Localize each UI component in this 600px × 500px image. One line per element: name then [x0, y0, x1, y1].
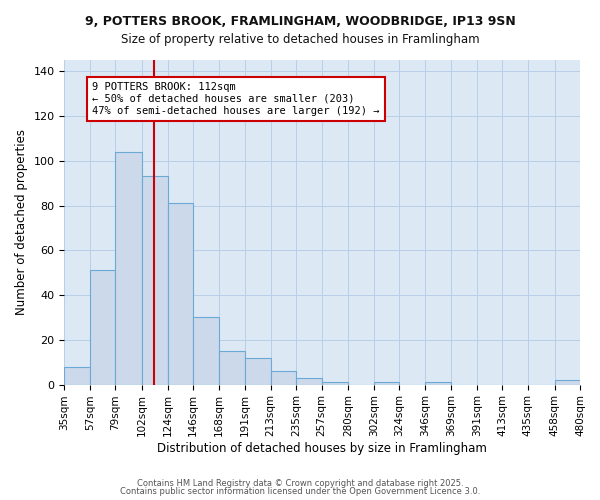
Bar	[167, 204, 193, 384]
Text: Contains HM Land Registry data © Crown copyright and database right 2025.: Contains HM Land Registry data © Crown c…	[137, 478, 463, 488]
Bar	[374, 382, 399, 384]
Bar	[115, 152, 142, 384]
Bar	[245, 358, 271, 384]
Text: Contains public sector information licensed under the Open Government Licence 3.: Contains public sector information licen…	[120, 487, 480, 496]
Bar	[271, 371, 296, 384]
Bar	[322, 382, 348, 384]
Bar	[554, 380, 580, 384]
Text: 9, POTTERS BROOK, FRAMLINGHAM, WOODBRIDGE, IP13 9SN: 9, POTTERS BROOK, FRAMLINGHAM, WOODBRIDG…	[85, 15, 515, 28]
Text: 9 POTTERS BROOK: 112sqm
← 50% of detached houses are smaller (203)
47% of semi-d: 9 POTTERS BROOK: 112sqm ← 50% of detache…	[92, 82, 380, 116]
Text: Size of property relative to detached houses in Framlingham: Size of property relative to detached ho…	[121, 32, 479, 46]
Bar	[425, 382, 451, 384]
Bar	[64, 366, 90, 384]
Bar	[193, 318, 218, 384]
Bar	[296, 378, 322, 384]
Bar	[142, 176, 167, 384]
Bar	[90, 270, 115, 384]
Bar	[218, 351, 245, 384]
Y-axis label: Number of detached properties: Number of detached properties	[15, 130, 28, 316]
X-axis label: Distribution of detached houses by size in Framlingham: Distribution of detached houses by size …	[157, 442, 487, 455]
